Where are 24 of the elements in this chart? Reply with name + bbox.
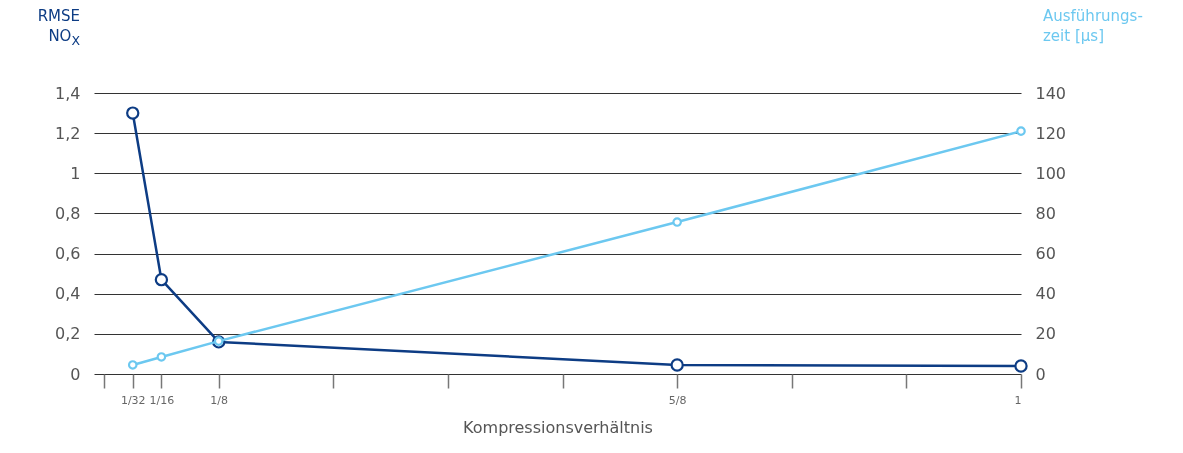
y2-tick-label: 140 <box>1035 83 1067 103</box>
y-tick-label: 1 <box>70 163 81 183</box>
x-axis-title: Kompressionsverhältnis <box>463 417 653 437</box>
y2-tick-label: 80 <box>1035 203 1056 223</box>
y2-tick-label: 60 <box>1035 244 1056 264</box>
x-tick-label: 1/32 <box>120 393 146 407</box>
x-tick-label: 1/8 <box>210 393 229 407</box>
y2-tick-label: 20 <box>1035 324 1056 344</box>
y-tick-label: 0,6 <box>55 244 81 264</box>
y2-axis-title: Ausführungs- zeit [µs] <box>1043 6 1143 46</box>
y2-tick-label: 100 <box>1035 163 1067 183</box>
y-axis-title: RMSE NO$_{X}$ <box>37 6 80 50</box>
x-tick-label: 1/16 <box>149 393 175 407</box>
y-tick-label: 0,4 <box>55 284 81 304</box>
y-tick-label: 0,2 <box>55 324 81 344</box>
y2-tick-label: 120 <box>1035 123 1067 143</box>
x-tick-label: 1 <box>1014 393 1022 407</box>
y-tick-label: 1,4 <box>55 83 81 103</box>
y-tick-label: 0 <box>70 364 81 384</box>
y2-tick-label: 0 <box>1035 364 1046 384</box>
x-tick-label: 5/8 <box>668 393 687 407</box>
y-tick-label: 1,2 <box>55 123 81 143</box>
y-tick-label: 0,8 <box>55 203 81 223</box>
y2-tick-label: 40 <box>1035 284 1056 304</box>
